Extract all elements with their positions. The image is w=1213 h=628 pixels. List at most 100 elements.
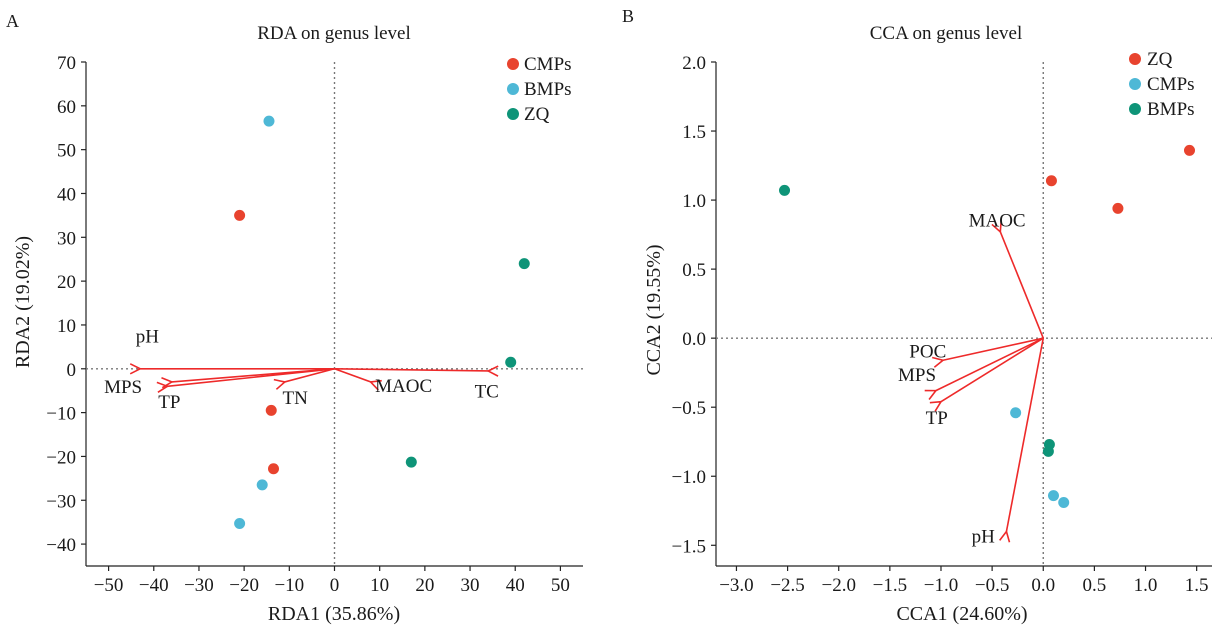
legend-label-a-2: BMPs (524, 79, 572, 100)
y-tick-label-b-4: 0.5 (682, 260, 706, 281)
y-tick-label-a-3: −10 (46, 404, 76, 425)
x-tick-label-b-0: −3.0 (719, 575, 753, 596)
y-tick-label-a-7: 30 (57, 228, 76, 249)
x-tick-label-a-8: 30 (461, 575, 480, 596)
legend-marker-a-1 (507, 58, 519, 70)
y-tick-label-a-0: −40 (46, 535, 76, 556)
x-tick-label-b-2: −2.0 (821, 575, 855, 596)
y-tick-label-a-1: −30 (46, 491, 76, 512)
y-tick-label-b-3: 0.0 (682, 329, 706, 350)
data-point-b-bmps-3 (1042, 445, 1054, 457)
y-tick-label-a-5: 10 (57, 316, 76, 337)
legend-label-b-2: CMPs (1147, 74, 1195, 95)
x-tick-label-a-2: −30 (184, 575, 214, 596)
data-point-b-zq-3 (1184, 144, 1196, 156)
y-tick-label-a-8: 40 (57, 184, 76, 205)
arrow-label-b-mps: MPS (898, 365, 936, 386)
data-point-a-bmps-3 (234, 517, 246, 529)
plot-area-b: −3.0 −2.5 −2.0 −1.5 −1.0 −0.5 0.0 0.5 1.0 1.5 −1.5… (672, 53, 1212, 596)
x-tick-label-b-8: 1.0 (1134, 575, 1158, 596)
y-tick-label-a-11: 70 (57, 53, 76, 74)
data-point-a-cmps-1 (234, 209, 246, 221)
y-tick-label-a-6: 20 (57, 272, 76, 293)
legend-a: CMPs BMPs ZQ (507, 54, 572, 125)
data-point-b-zq-1 (1045, 175, 1057, 187)
y-tick-label-a-4: 0 (67, 360, 77, 381)
y-tick-label-b-6: 1.5 (682, 122, 706, 143)
y-tick-label-b-1: −1.0 (672, 467, 706, 488)
x-tick-label-b-4: −1.0 (924, 575, 958, 596)
arrow-a-tp (172, 367, 335, 382)
data-point-b-zq-2 (1112, 202, 1124, 214)
arrow-b-mps (936, 337, 1044, 390)
x-axis-label-b: CCA1 (24.60%) (896, 603, 1027, 625)
x-tick-label-a-9: 40 (506, 575, 525, 596)
legend-label-a-3: ZQ (524, 104, 550, 125)
x-tick-label-a-10: 50 (551, 575, 570, 596)
arrow-label-a-tp: TP (158, 392, 180, 413)
x-tick-label-a-6: 10 (370, 575, 389, 596)
x-tick-label-a-4: −10 (274, 575, 304, 596)
x-tick-label-b-6: 0.0 (1031, 575, 1055, 596)
y-tick-label-a-9: 50 (57, 141, 76, 162)
data-point-a-cmps-3 (268, 463, 280, 475)
chart-title-b: CCA on genus level (870, 23, 1023, 44)
y-tick-label-b-5: 1.0 (682, 191, 706, 212)
arrow-a-maoc (334, 368, 371, 382)
legend-marker-b-1 (1129, 53, 1141, 65)
arrow-label-b-maoc: MAOC (969, 210, 1026, 231)
y-tick-label-b-0: −1.5 (672, 536, 706, 557)
legend-label-b-3: BMPs (1147, 99, 1195, 120)
data-point-a-bmps-2 (256, 479, 268, 491)
data-point-b-cmps-1 (1010, 407, 1022, 419)
legend-marker-b-2 (1129, 78, 1141, 90)
y-axis-label-b: CCA2 (19.55%) (643, 244, 665, 375)
x-tick-label-b-7: 0.5 (1083, 575, 1107, 596)
arrow-a-tn (285, 368, 335, 382)
arrow-label-b-ph: pH (972, 527, 996, 548)
arrow-label-b-poc: POC (909, 341, 946, 362)
legend-marker-a-2 (507, 83, 519, 95)
plot-area-a: −50 −40 −30 −20 −10 0 10 20 30 40 50 −40 −30 −20 −10 0 1… (46, 53, 583, 596)
y-tick-label-b-7: 2.0 (682, 53, 706, 74)
x-tick-label-b-9: 1.5 (1185, 575, 1209, 596)
data-point-b-cmps-3 (1058, 496, 1070, 508)
x-tick-label-b-1: −2.5 (770, 575, 804, 596)
x-tick-label-b-3: −1.5 (873, 575, 907, 596)
arrow-b-poc (943, 337, 1044, 360)
arrow-a-tc (334, 369, 489, 371)
data-point-a-bmps-1 (263, 115, 275, 127)
arrow-b-tp (941, 337, 1044, 402)
arrow-label-a-mps: MPS (104, 377, 142, 398)
arrow-label-b-tp: TP (926, 408, 948, 429)
arrow-label-a-maoc: MAOC (375, 376, 432, 397)
arrow-label-a-tn: TN (283, 388, 309, 409)
x-tick-label-a-3: −20 (229, 575, 259, 596)
legend-label-a-1: CMPs (524, 54, 572, 75)
data-point-b-bmps-1 (779, 184, 791, 196)
panel-letter-b: B (622, 6, 634, 26)
legend-label-b-1: ZQ (1147, 49, 1173, 70)
panel-a: A RDA on genus level −50 −40 −30 −20 −10 0 10 2… (6, 11, 583, 625)
x-tick-label-b-5: −0.5 (975, 575, 1009, 596)
legend-b: ZQ CMPs BMPs (1129, 49, 1195, 120)
x-axis-label-a: RDA1 (35.86%) (268, 603, 400, 625)
arrow-b-maoc (1000, 232, 1044, 339)
y-tick-label-b-2: −0.5 (672, 398, 706, 419)
data-point-a-zq-1 (518, 258, 530, 270)
panel-letter-a: A (6, 11, 19, 31)
data-point-a-zq-3 (405, 456, 417, 468)
data-point-b-cmps-2 (1047, 490, 1059, 502)
x-tick-label-a-5: 0 (330, 575, 340, 596)
panel-b: B CCA on genus level −3.0 −2.5 −2.0 −1.5 −1.… (622, 6, 1212, 625)
legend-marker-b-3 (1129, 103, 1141, 115)
y-tick-label-a-2: −20 (46, 447, 76, 468)
arrow-label-a-tc: TC (475, 381, 499, 402)
legend-marker-a-3 (507, 108, 519, 120)
arrow-label-a-ph: pH (136, 326, 160, 347)
y-axis-label-a: RDA2 (19.02%) (12, 236, 34, 368)
arrow-b-ph (1006, 338, 1045, 531)
data-point-a-zq-2 (505, 356, 517, 368)
x-tick-label-a-0: −50 (94, 575, 124, 596)
